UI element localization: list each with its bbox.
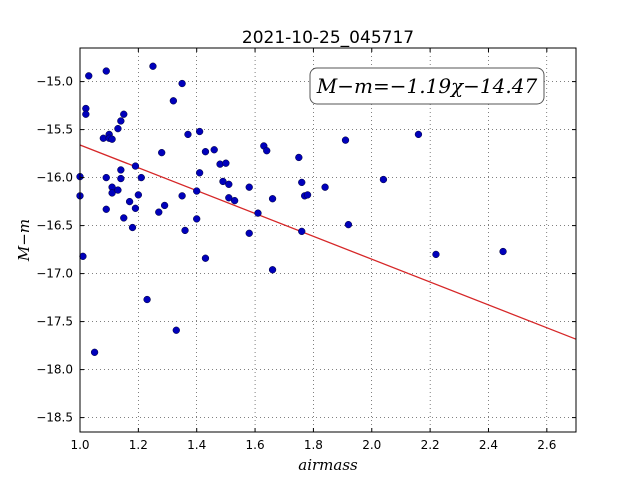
data-point [184,130,192,139]
data-point [219,177,227,186]
data-point [193,187,201,195]
data-point [117,117,125,125]
data-point [178,79,186,88]
x-tick-label: 1.0 [70,438,89,452]
data-point [114,124,122,133]
data-point [499,247,507,256]
y-tick-label: −17.0 [36,267,73,281]
data-point [134,191,143,199]
data-point [102,67,110,75]
data-point [117,166,125,174]
data-point [298,227,306,236]
data-point [225,180,233,188]
fit-line [79,144,577,340]
data-point [201,254,210,262]
data-point [169,97,178,105]
data-point [102,173,110,182]
data-point [379,175,388,184]
y-tick-label: −18.0 [36,363,73,377]
data-point [149,62,157,70]
data-point [414,130,423,139]
data-point [245,183,253,191]
data-point [195,169,204,177]
data-point [254,209,262,217]
data-point [321,183,329,191]
data-point [210,146,218,154]
data-point [79,252,87,260]
data-point [108,135,116,143]
x-tick-label: 1.2 [129,438,148,452]
data-point [172,326,180,334]
fit-equation: M−m=−1.19χ−14.47 [316,74,538,98]
data-point [82,110,90,118]
data-point [131,162,140,170]
x-tick-label: 2.2 [421,438,440,452]
data-point [158,148,166,157]
data-point [131,204,140,212]
data-point [432,250,440,259]
data-point [120,214,128,222]
y-tick-label: −15.0 [36,75,73,89]
data-point [102,205,110,213]
y-tick-label: −15.5 [36,123,73,137]
data-point [344,220,353,229]
data-point [128,223,137,232]
data-point [230,196,239,205]
chart-title: 2021-10-25_045717 [242,28,414,48]
y-tick-label: −16.5 [36,219,73,233]
x-tick-label: 1.8 [304,438,323,452]
data-point [341,136,350,144]
data-point [195,127,204,136]
data-point [303,191,312,199]
data-point [120,110,128,118]
data-point [201,148,210,156]
data-point [160,201,169,210]
data-point [125,197,134,206]
data-point [295,153,303,162]
data-point [225,194,233,202]
x-tick-label: 2.4 [479,438,498,452]
y-tick-label: −17.5 [36,315,73,329]
data-point [137,173,145,182]
y-axis-label: M−m [15,219,33,262]
data-points [76,62,507,356]
data-point [143,295,151,304]
data-point [263,147,271,155]
x-tick-label: 2.6 [537,438,556,452]
data-point [114,186,122,194]
x-tick-label: 1.4 [187,438,206,452]
regression-line [79,144,577,340]
y-tick-label: −16.0 [36,171,73,185]
y-tick-label: −18.5 [36,411,73,425]
x-tick-label: 1.6 [246,438,265,452]
equation-box: M−m=−1.19χ−14.47 [309,67,545,105]
data-point [268,195,277,203]
plot-frame [79,47,577,433]
data-point [222,159,230,167]
data-point [268,266,277,274]
data-point [90,348,99,356]
data-point [117,174,125,183]
data-point [85,72,93,80]
data-point [155,208,163,216]
data-point [298,178,306,187]
data-point [181,226,189,235]
grid-lines [79,48,576,432]
x-axis-label: airmass [298,456,358,474]
data-point [193,215,201,223]
x-tick-label: 2.0 [362,438,381,452]
data-point [178,192,186,200]
axis-ticks: 1.0 1.2 1.4 1.6 1.8 2.0 2.2 2.4 2.6 −15.0 −15.5 −16… [36,48,576,452]
data-point [108,189,116,197]
data-point [245,229,253,237]
